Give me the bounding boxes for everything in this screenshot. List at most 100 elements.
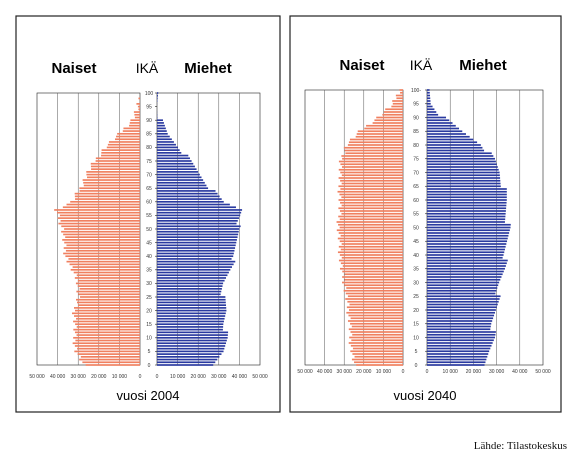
panel-2004-men-bar	[157, 149, 180, 151]
panel-2040-age-tick-label: 10	[413, 335, 419, 341]
panel-2040-women-bar	[351, 325, 403, 328]
panel-2004-age-tick-label: 70	[146, 172, 152, 178]
panel-2004-women-bar	[75, 198, 140, 200]
panel-2040-men-bar	[427, 133, 466, 135]
panel-2040-men-bar	[427, 127, 460, 130]
panel-2040-men-bar	[427, 320, 493, 322]
panel-2004-men-bar	[157, 97, 158, 100]
panel-2040-men-bar	[427, 353, 489, 355]
panel-2004-women-bar	[76, 326, 140, 328]
panel-2004-men-bar	[157, 307, 227, 309]
panel-2040-women-bar	[338, 177, 403, 179]
panel-2004-women-bar	[87, 176, 140, 179]
panel-2040-women-bar	[348, 309, 403, 311]
panel-2004-women-bar	[59, 214, 141, 217]
panel-2004-men-bar	[157, 211, 242, 214]
panel-2004-women-bar	[60, 220, 140, 222]
panel-2040-men-bar	[427, 204, 507, 207]
panel-2040-men-bar	[427, 229, 510, 232]
panel-2040-women-bar	[342, 157, 403, 160]
panel-2004-men-bar	[157, 345, 226, 347]
panel-2004-men-bar	[157, 168, 197, 170]
panel-2004-women-bar	[70, 200, 140, 203]
panel-2004-age-tick-label: 40	[146, 254, 152, 260]
panel-2004-age-tick-label: 85	[146, 132, 152, 138]
panel-2004-women-bar	[107, 143, 140, 146]
panel-2004-men-bar	[157, 285, 223, 287]
panel-2040-year-label: vuosi 2040	[394, 388, 457, 403]
panel-2040-men-bar	[427, 177, 501, 179]
panel-2004-age-tick-label: 45	[146, 240, 152, 246]
panel-2040-women-bar	[348, 342, 403, 344]
panel-2004-women-x-tick-label: 40 000	[50, 374, 66, 380]
panel-2004-women-label: Naiset	[51, 60, 96, 77]
panel-2040-men-bar	[427, 322, 492, 325]
panel-2004-men-bar	[157, 315, 226, 317]
panel-2040-women-bar	[349, 138, 403, 141]
panel-2004-men-bar	[157, 263, 234, 266]
panel-2040-men-bar	[427, 232, 510, 234]
panel-2040-women-bar	[339, 240, 403, 243]
panel-2040-women-bar	[383, 111, 403, 113]
panel-2040-women-bar	[340, 171, 403, 174]
panel-2040-men-bar	[427, 199, 507, 201]
panel-2040-men-x-tick-label: 10 000	[443, 369, 459, 375]
panel-2004-women-bar	[95, 157, 140, 160]
panel-2004-women-bar	[122, 130, 140, 132]
panel-2040-women-bar	[376, 116, 403, 119]
panel-2040-men-bar	[427, 358, 487, 361]
panel-2040-men-bar	[427, 237, 508, 240]
panel-2040-women-bar	[341, 166, 403, 168]
panel-2040-men-bar	[427, 135, 470, 138]
panel-2040-men-x-tick-label: 20 000	[466, 369, 482, 375]
panel-2040-men-bar	[427, 262, 507, 265]
panel-2040-men-bar	[427, 276, 502, 278]
panel-2040-women-bar	[344, 149, 403, 152]
panel-2040-age-tick-label: 45	[413, 239, 419, 245]
panel-2040-men-bar	[427, 265, 506, 267]
panel-2004-women-bar	[117, 132, 140, 135]
panel-2040-women-bar	[341, 155, 403, 157]
panel-2004-women-bar	[138, 108, 140, 111]
panel-2004-women-bar	[72, 266, 140, 268]
panel-2040-women-bar	[342, 265, 403, 267]
panel-2040-women-bar	[338, 185, 403, 188]
panel-2004-men-bar	[157, 241, 237, 244]
panel-2040-men-bar	[427, 130, 463, 133]
panel-2004-men-bar	[157, 157, 190, 160]
panel-2004-women-bar	[82, 179, 140, 181]
panel-2040-women-bar	[350, 350, 403, 353]
panel-2004-women-bar	[73, 307, 140, 309]
panel-2040-men-bar	[427, 303, 498, 306]
panel-2040-men-x-tick-label: 50 000	[535, 369, 551, 375]
panel-2040-women-bars	[336, 89, 403, 366]
panel-2040-women-bar	[354, 361, 403, 364]
panel-2040-women-bar	[337, 190, 403, 193]
panel-2004-men-bar	[157, 124, 165, 127]
panel-2040-age-tick-label: 100-	[411, 88, 421, 94]
panel-2040-men-bar	[427, 289, 497, 292]
panel-2004-women-bar	[64, 228, 140, 230]
panel-2040-men-bar	[427, 196, 507, 199]
panel-2004-women-bar	[106, 146, 140, 149]
panel-2040-men-bar	[427, 97, 431, 100]
panel-2004-men-x-tick-label: 10 000	[170, 374, 186, 380]
panel-2040-women-bar	[345, 292, 403, 295]
panel-2040-women-bar	[338, 223, 403, 226]
panel-2040-women-x-tick-label: 30 000	[337, 369, 353, 375]
panel-2004-men-bar	[157, 220, 238, 222]
panel-2004-women-bar	[63, 252, 140, 255]
panel-2004-men-bar	[157, 230, 239, 233]
panel-2040-men-bar	[427, 91, 430, 94]
panel-2040-men-bar	[427, 119, 450, 122]
panel-2040-women-bar	[400, 91, 403, 94]
panel-2040-women-bar	[342, 276, 403, 278]
panel-2004-age-tick-label: 15	[146, 322, 152, 328]
panel-2040-men-bar	[427, 146, 483, 149]
panel-2040-women-bar	[346, 311, 403, 314]
panel-2040-ticks: 0 5 10 15 20 25 30 35 40 45 50 55 60 65 70 75 80 85 90 95 10…	[297, 88, 551, 375]
panel-2004-age-label: IKÄ	[136, 60, 159, 76]
panel-2040-women-bar	[345, 152, 403, 155]
panel-2040-men-bar	[427, 344, 492, 347]
panel-2004-women-bar	[76, 290, 140, 293]
